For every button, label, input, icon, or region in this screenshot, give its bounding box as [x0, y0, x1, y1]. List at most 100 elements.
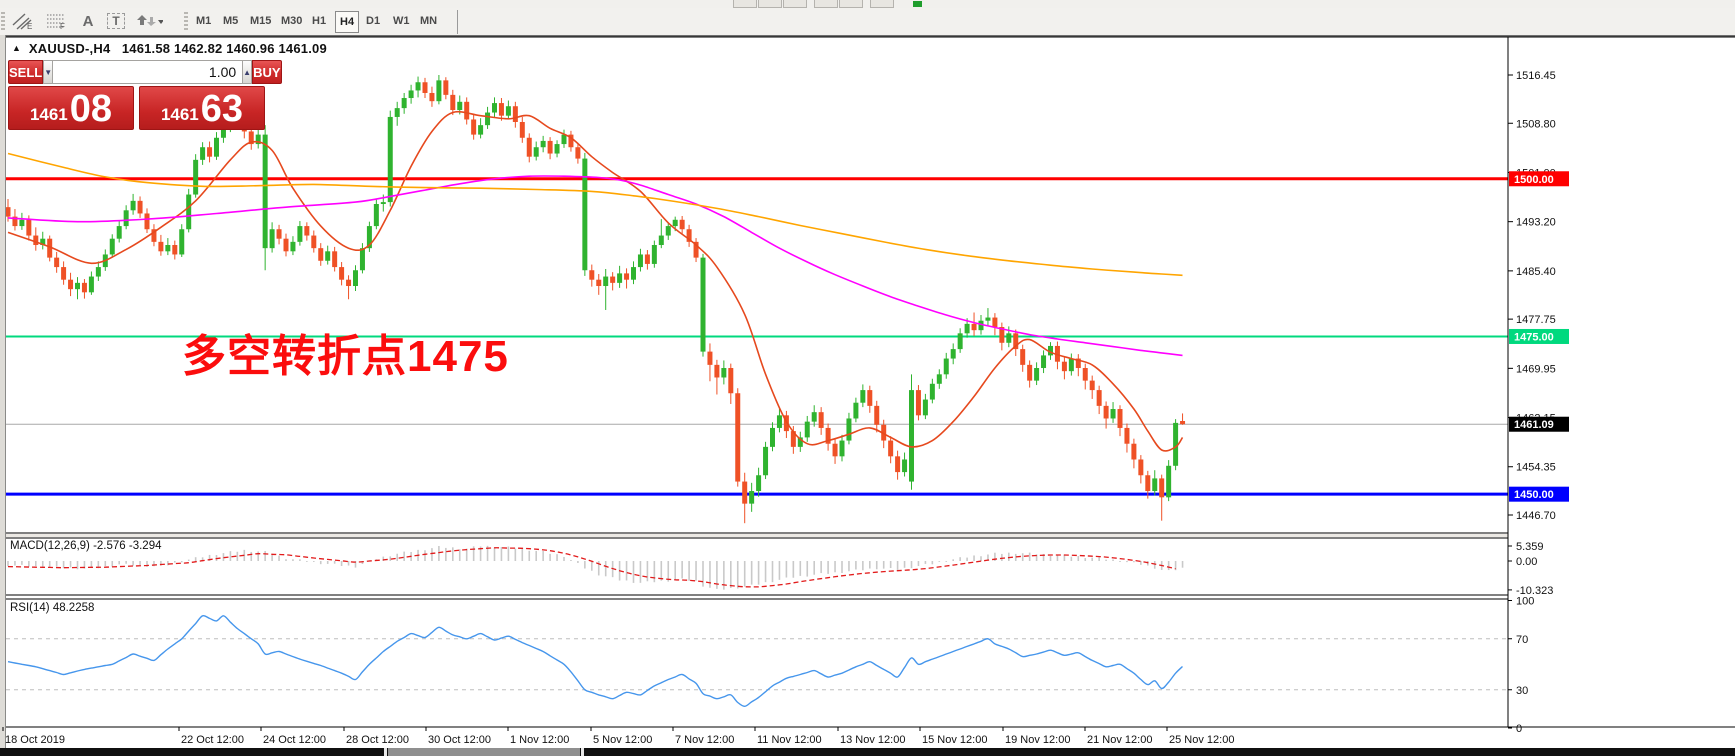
sell-button[interactable]: SELL — [8, 60, 44, 84]
moving-average-slow — [7, 152, 1183, 277]
macd-panel — [7, 545, 1184, 590]
svg-text:70: 70 — [1516, 634, 1528, 646]
svg-text:1 Nov 12:00: 1 Nov 12:00 — [510, 734, 569, 746]
svg-text:0: 0 — [1516, 723, 1522, 735]
moving-average-fast — [7, 110, 1184, 452]
timeframe-button-H1[interactable]: H1 — [312, 15, 327, 27]
buy-price-stem: 1461 — [160, 105, 199, 124]
main-price-panel — [6, 75, 1508, 524]
svg-text:13 Nov 12:00: 13 Nov 12:00 — [840, 734, 905, 746]
svg-text:30 Oct 12:00: 30 Oct 12:00 — [428, 734, 491, 746]
moving-average-mid — [7, 175, 1183, 357]
timeframe-button-M5[interactable]: M5 — [223, 15, 239, 27]
label-tool-button[interactable]: A — [82, 12, 94, 30]
cutoff-button — [839, 0, 863, 8]
cutoff-button — [783, 0, 807, 8]
toolbar-grip[interactable] — [184, 12, 188, 30]
bottom-edge-gap — [581, 748, 584, 756]
svg-text:1516.45: 1516.45 — [1516, 70, 1556, 82]
timeframe-button-M1[interactable]: M1 — [196, 15, 212, 27]
cutoff-button — [814, 0, 838, 8]
fibonacci-tool-button[interactable]: F — [42, 10, 72, 32]
svg-text:18 Oct 2019: 18 Oct 2019 — [5, 734, 65, 746]
svg-text:28 Oct 12:00: 28 Oct 12:00 — [346, 734, 409, 746]
svg-text:7 Nov 12:00: 7 Nov 12:00 — [675, 734, 734, 746]
cutoff-button — [758, 0, 782, 8]
toolbar-grip[interactable] — [1, 12, 5, 30]
rsi-panel — [6, 614, 1508, 707]
svg-text:15 Nov 12:00: 15 Nov 12:00 — [922, 734, 987, 746]
svg-text:1469.95: 1469.95 — [1516, 363, 1556, 375]
svg-text:1454.35: 1454.35 — [1516, 462, 1556, 474]
buy-button[interactable]: BUY — [252, 60, 282, 84]
toolbar-separator — [457, 10, 458, 34]
svg-text:1485.40: 1485.40 — [1516, 266, 1556, 278]
equidistant-channel-tool-button[interactable]: E — [8, 10, 38, 32]
buy-price-box[interactable]: 1461 63 — [139, 86, 265, 130]
symbol-period-label: XAUUSD-,H4 — [28, 41, 111, 56]
svg-text:19 Nov 12:00: 19 Nov 12:00 — [1005, 734, 1070, 746]
price-tag-1500.00 — [1509, 171, 1569, 187]
svg-text:1500.00: 1500.00 — [1514, 174, 1554, 186]
drawing-toolbar: E F A T M1 M5 M15 M30 H1 H4 D1 W1 MN — [0, 8, 1735, 37]
svg-text:-10.323: -10.323 — [1516, 585, 1553, 597]
cutoff-button — [733, 0, 757, 8]
arrows-tool-button[interactable] — [132, 10, 166, 32]
svg-text:F: F — [60, 22, 65, 30]
svg-text:100: 100 — [1516, 596, 1534, 608]
price-tag-1475.00 — [1509, 328, 1569, 344]
svg-text:30: 30 — [1516, 685, 1528, 697]
svg-text:5.359: 5.359 — [1516, 541, 1544, 553]
price-tag-1461.09 — [1509, 416, 1569, 432]
ohlc-low: 1460.96 — [226, 41, 275, 56]
svg-text:1450.00: 1450.00 — [1514, 489, 1554, 501]
svg-text:1475.00: 1475.00 — [1514, 331, 1554, 343]
macd-indicator-label: MACD(12,26,9) -2.576 -3.294 — [10, 540, 162, 552]
bottom-window-edge — [0, 748, 1735, 756]
bottom-edge-gap — [384, 748, 387, 756]
timeframe-button-M15[interactable]: M15 — [250, 15, 272, 27]
volume-input[interactable] — [53, 60, 243, 84]
window-left-edge — [0, 35, 6, 748]
rsi-indicator-label: RSI(14) 48.2258 — [10, 602, 95, 614]
svg-text:E: E — [27, 22, 32, 30]
svg-text:24 Oct 12:00: 24 Oct 12:00 — [263, 734, 326, 746]
cutoff-button — [870, 0, 894, 8]
cutoff-green-icon — [913, 1, 922, 7]
chart-title: ▲ XAUUSD-,H4 1461.58 1462.82 1460.96 146… — [12, 41, 327, 56]
fibonacci-icon: F — [47, 14, 65, 30]
svg-text:11 Nov 12:00: 11 Nov 12:00 — [757, 734, 822, 746]
svg-text:25 Nov 12:00: 25 Nov 12:00 — [1169, 734, 1234, 746]
one-click-trading-panel: SELL ▼ ▲ BUY 1461 08 1461 63 — [8, 60, 282, 130]
time-axis: 18 Oct 2019 22 Oct 12:00 24 Oct 12:00 28 Oc… — [2, 727, 1234, 746]
price-tag-1450.00 — [1509, 486, 1569, 502]
price-axis: 1516.451508.801501.001493.201485.401477.… — [1507, 37, 1569, 735]
text-icon: T — [107, 13, 125, 29]
buy-price-pips: 63 — [200, 87, 244, 130]
volume-increase-button[interactable]: ▲ — [242, 60, 253, 84]
timeframe-button-D1[interactable]: D1 — [366, 15, 381, 27]
rsi-line — [7, 614, 1183, 707]
ohlc-open: 1461.58 — [121, 41, 171, 56]
ohlc-high: 1462.82 — [174, 41, 223, 56]
text-tool-button[interactable]: T — [103, 10, 129, 32]
arrows-icon — [137, 15, 163, 26]
timeframe-button-H4[interactable]: H4 — [335, 11, 360, 33]
sell-price-box[interactable]: 1461 08 — [8, 86, 134, 130]
equidistant-channel-icon: E — [12, 13, 32, 30]
volume-decrease-button[interactable]: ▼ — [43, 60, 54, 84]
macd-signal-line — [7, 547, 1176, 588]
bottom-edge-segment — [388, 748, 580, 756]
svg-text:1493.20: 1493.20 — [1516, 217, 1556, 229]
chart-canvas[interactable]: 1516.451508.801501.001493.201485.401477.… — [0, 35, 1735, 756]
trader-annotation-text[interactable]: 多空转折点1475 — [182, 332, 509, 381]
sell-price-pips: 08 — [69, 87, 113, 130]
sell-price-stem: 1461 — [29, 105, 68, 124]
timeframe-button-MN[interactable]: MN — [420, 15, 438, 27]
timeframe-button-W1[interactable]: W1 — [393, 15, 410, 27]
collapse-arrow-icon[interactable]: ▲ — [12, 43, 22, 53]
svg-text:21 Nov 12:00: 21 Nov 12:00 — [1087, 734, 1152, 746]
svg-text:1446.70: 1446.70 — [1516, 510, 1556, 522]
timeframe-button-M30[interactable]: M30 — [281, 15, 303, 27]
